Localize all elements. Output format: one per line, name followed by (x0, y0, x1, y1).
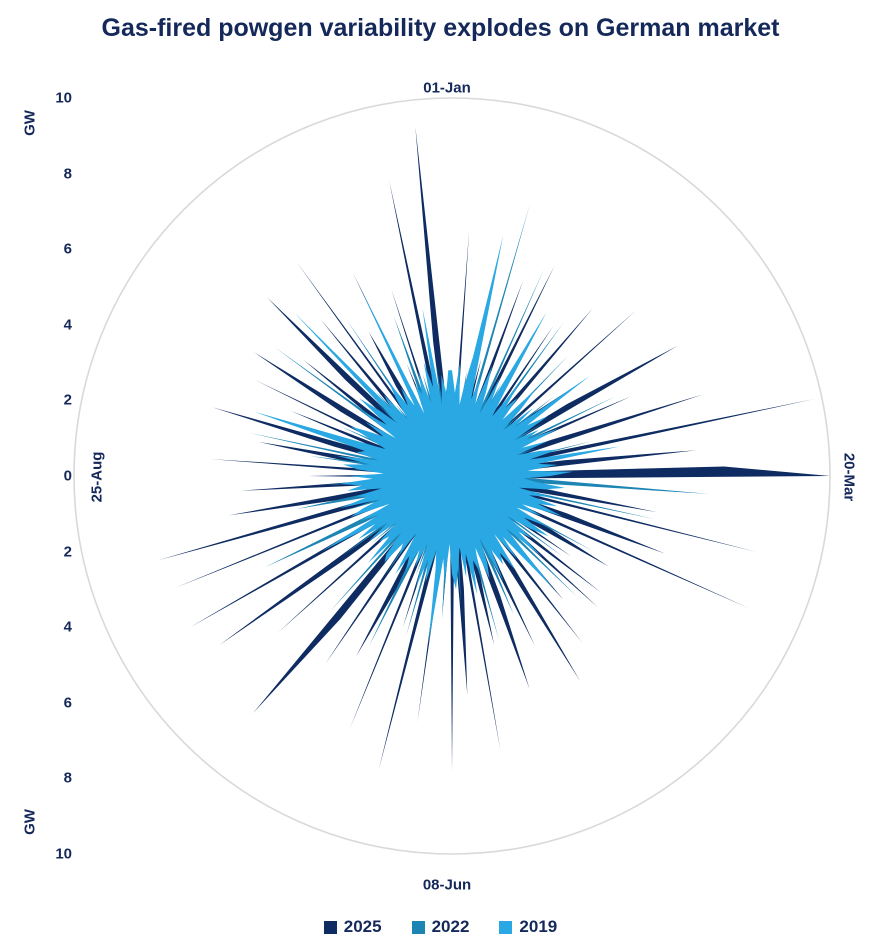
radial-unit-label-top: GW (21, 110, 39, 136)
radial-tick-label: 8 (63, 165, 72, 183)
legend-item-2022: 2022 (411, 917, 470, 937)
legend-swatch-2022 (411, 920, 425, 934)
chart-title: Gas-fired powgen variability explodes on… (101, 14, 780, 42)
angle-label-aug: 25-Aug (88, 451, 106, 503)
chart-legend: 2025 2022 2019 (0, 912, 881, 942)
legend-item-2019: 2019 (499, 917, 557, 937)
legend-item-2025: 2025 (323, 917, 382, 937)
legend-swatch-2019 (499, 920, 513, 934)
radial-tick-label: 4 (63, 618, 72, 636)
angle-label-jun: 08-Jun (422, 876, 472, 894)
legend-label-2019: 2019 (519, 917, 558, 936)
radial-tick-label: 6 (63, 240, 72, 258)
radial-tick-label: 10 (55, 89, 72, 107)
radial-tick-label: 2 (63, 391, 72, 409)
angle-label-jan: 01-Jan (423, 79, 471, 97)
radial-tick-label: 0 (63, 467, 72, 485)
radial-tick-label: 2 (63, 543, 72, 561)
radial-tick-label: 4 (63, 316, 72, 334)
legend-swatch-2025 (323, 920, 337, 934)
radial-tick-label: 10 (55, 845, 72, 863)
radial-tick-label: 6 (63, 694, 72, 712)
legend-label-2025: 2025 (343, 917, 382, 936)
series-area-2019 (254, 235, 620, 645)
legend-label-2022: 2022 (431, 917, 470, 936)
radial-unit-label-bottom: GW (21, 809, 39, 835)
angle-label-mar: 20-Mar (840, 452, 858, 502)
radial-tick-label: 8 (63, 769, 72, 787)
